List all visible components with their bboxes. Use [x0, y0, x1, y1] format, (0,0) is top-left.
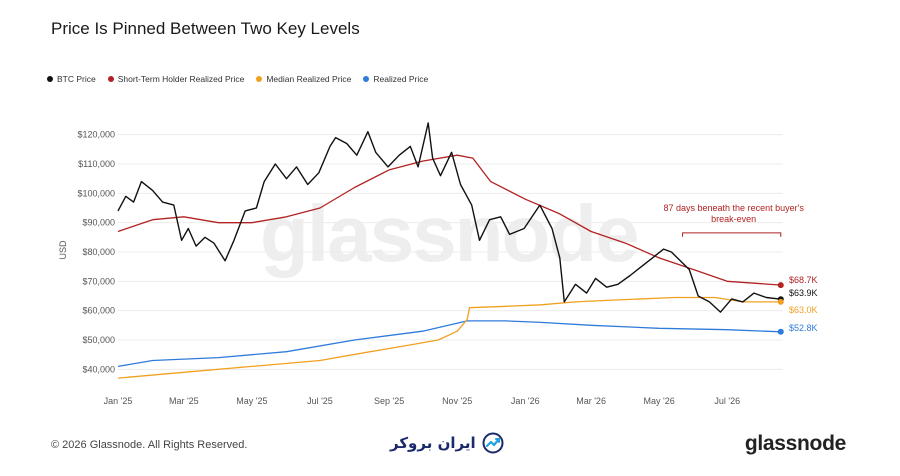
legend-marker	[47, 76, 53, 82]
legend-item-median: Median Realized Price	[256, 74, 351, 84]
x-tick-label: May '26	[644, 396, 675, 406]
series-line-btc-price	[117, 122, 781, 313]
legend-label: BTC Price	[57, 74, 96, 84]
end-marker	[777, 282, 784, 289]
annotation-text: 87 days beneath the recent buyer's	[664, 203, 805, 213]
end-value-label: $63.9K	[789, 288, 818, 298]
chart-title: Price Is Pinned Between Two Key Levels	[51, 19, 360, 38]
y-axis-label: USD	[58, 240, 68, 260]
x-tick-label: Sep '25	[374, 396, 404, 406]
legend-item-realized: Realized Price	[363, 74, 428, 84]
y-tick-label: $40,000	[82, 364, 115, 374]
end-value-label: $63.0K	[789, 305, 818, 315]
legend-label: Realized Price	[373, 74, 429, 84]
broker-logo-text: ایران بروکر	[390, 434, 476, 452]
end-marker	[777, 298, 784, 305]
y-tick-label: $100,000	[77, 188, 115, 198]
legend: BTC Price Short-Term Holder Realized Pri…	[47, 74, 428, 84]
chart-up-icon	[482, 432, 504, 454]
copyright-text: © 2026 Glassnode. All Rights Reserved.	[51, 439, 248, 451]
y-tick-label: $110,000	[78, 159, 115, 169]
legend-marker	[256, 76, 263, 82]
x-tick-label: Mar '26	[576, 396, 606, 406]
y-tick-label: $60,000	[82, 306, 115, 316]
series-line-short-term-holder-realized-price	[117, 154, 781, 286]
series-line-realized-price	[117, 320, 781, 368]
x-tick-label: Jul '25	[307, 396, 333, 406]
y-tick-label: $70,000	[82, 276, 115, 286]
end-value-label: $68.7K	[789, 275, 818, 285]
y-tick-label: $80,000	[82, 247, 115, 257]
x-tick-label: Jul '26	[714, 396, 740, 406]
legend-marker	[363, 76, 370, 82]
end-marker	[777, 328, 784, 335]
x-tick-label: Jan '26	[511, 396, 540, 406]
x-tick-label: May '25	[236, 396, 267, 406]
annotation-text: break-even	[711, 214, 756, 224]
series-line-median-realized-price	[117, 296, 781, 379]
watermark: glassnode	[260, 189, 640, 278]
legend-item-sth: Short-Term Holder Realized Price	[107, 74, 245, 84]
y-tick-label: $90,000	[82, 218, 115, 228]
legend-label: Short-Term Holder Realized Price	[117, 74, 245, 84]
legend-marker	[107, 76, 114, 82]
annotation-bracket	[682, 232, 782, 237]
brand-logo: glassnode	[744, 432, 846, 455]
x-tick-label: Mar '25	[169, 396, 199, 406]
legend-item-btc: BTC Price	[47, 74, 96, 84]
y-tick-label: $50,000	[82, 335, 115, 345]
end-value-label: $52.8K	[789, 323, 818, 333]
x-tick-label: Jan '25	[104, 396, 133, 406]
legend-label: Median Realized Price	[266, 74, 352, 84]
broker-logo: ایران بروکر	[390, 432, 504, 454]
y-tick-label: $120,000	[77, 130, 115, 140]
x-tick-label: Nov '25	[442, 396, 472, 406]
